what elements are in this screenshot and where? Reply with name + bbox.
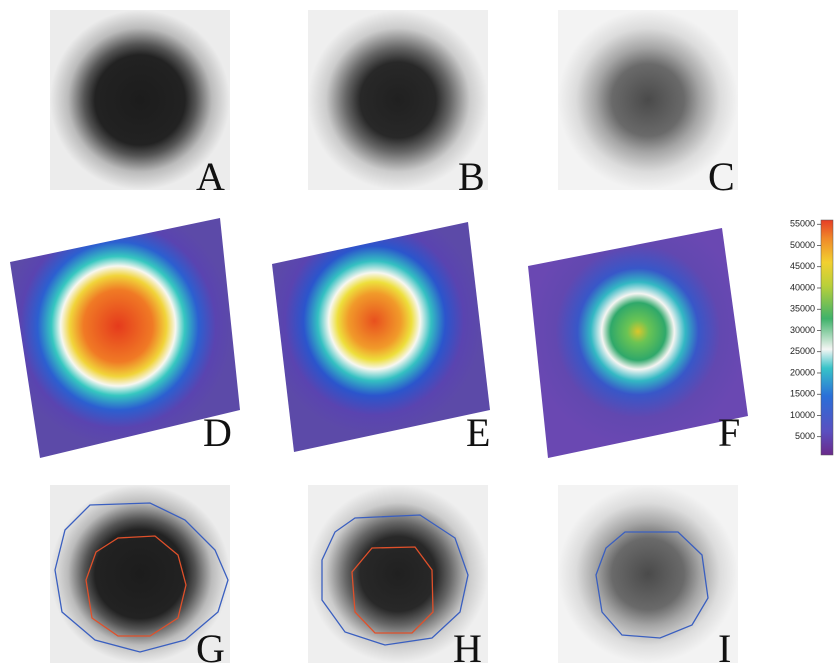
colorbar-tick-label: 40000 bbox=[790, 282, 815, 292]
image-panel bbox=[308, 10, 488, 190]
panel-label: A bbox=[196, 154, 225, 199]
surface-plot bbox=[272, 222, 490, 452]
image-panel bbox=[558, 10, 738, 190]
colorbar-tick-label: 5000 bbox=[795, 431, 815, 441]
panel-label: B bbox=[458, 154, 485, 199]
colorbar-tick-label: 15000 bbox=[790, 389, 815, 399]
panel-label: D bbox=[203, 410, 232, 455]
panel-label: C bbox=[708, 154, 735, 199]
colorbar-tick-label: 55000 bbox=[790, 219, 815, 229]
colorbar-tick-label: 25000 bbox=[790, 346, 815, 356]
outer-contour bbox=[595, 531, 709, 639]
colorbar bbox=[820, 219, 834, 456]
surface-plot bbox=[10, 218, 240, 458]
panel-label: F bbox=[718, 410, 740, 455]
colorbar-tick-label: 20000 bbox=[790, 367, 815, 377]
surface-plot bbox=[528, 228, 748, 458]
panel-label: H bbox=[453, 626, 482, 663]
outer-contour bbox=[321, 514, 469, 646]
colorbar-tick-label: 30000 bbox=[790, 325, 815, 335]
panel-label: E bbox=[466, 410, 490, 455]
inner-contour bbox=[85, 535, 187, 637]
colorbar-tick-label: 35000 bbox=[790, 304, 815, 314]
image-panel bbox=[50, 10, 230, 190]
colorbar-tick-label: 10000 bbox=[790, 410, 815, 420]
panel-label: I bbox=[718, 626, 731, 663]
colorbar-tick-label: 45000 bbox=[790, 261, 815, 271]
colorbar-tick-label: 50000 bbox=[790, 240, 815, 250]
panel-label: G bbox=[196, 626, 225, 663]
inner-contour bbox=[351, 546, 434, 634]
outer-contour bbox=[54, 502, 229, 653]
image-panel bbox=[558, 485, 738, 663]
